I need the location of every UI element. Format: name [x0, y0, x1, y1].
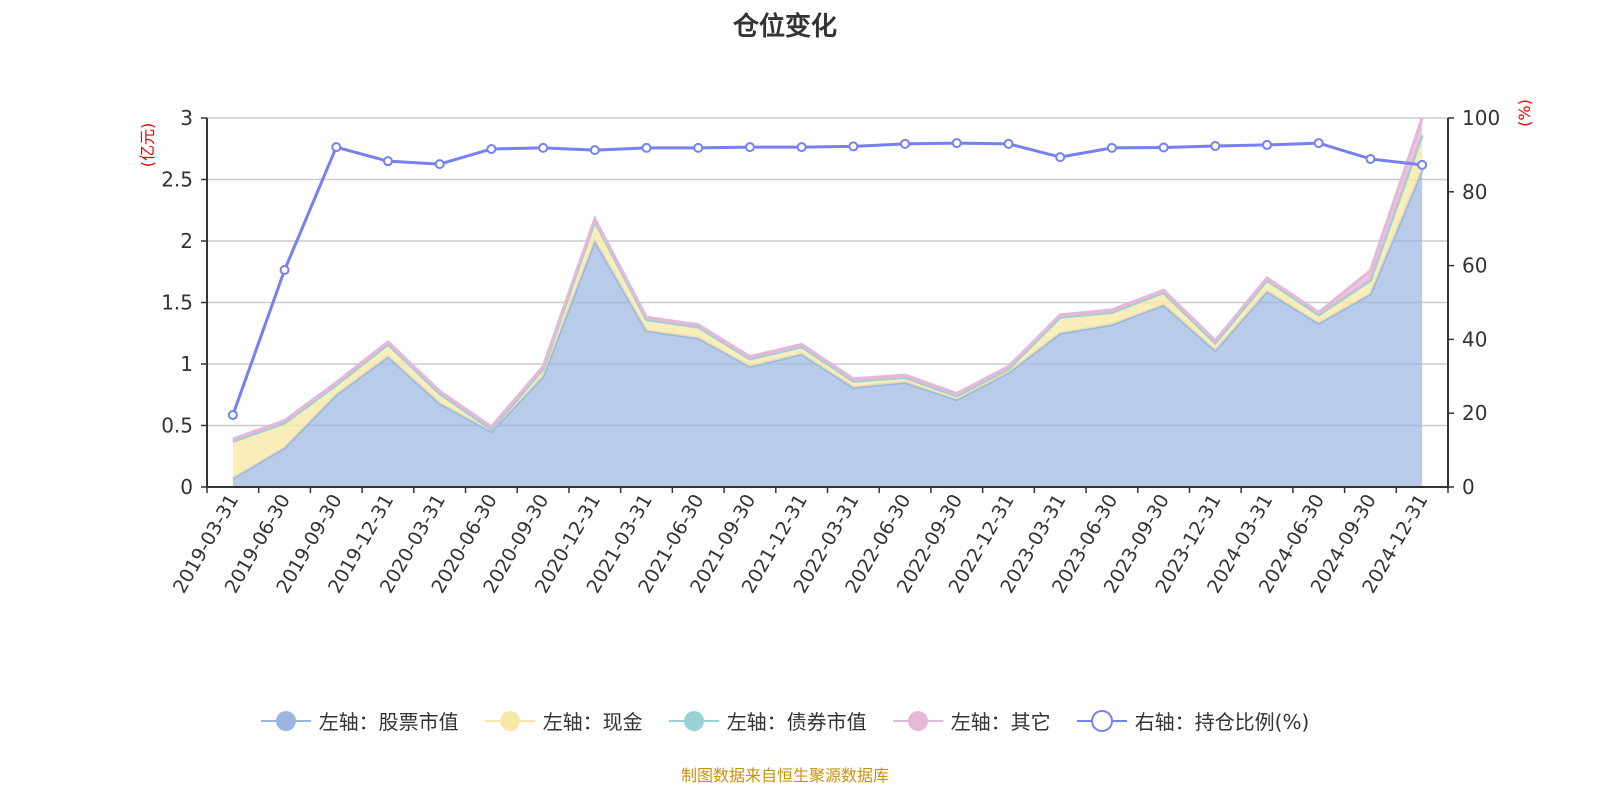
y-right-axis-label: (%)	[1515, 99, 1534, 127]
ratio-point	[434, 159, 445, 170]
footer-source: 制图数据来自恒生聚源数据库	[680, 766, 889, 785]
ratio-point	[331, 142, 342, 153]
legend-label: 右轴：持仓比例(%)	[1134, 710, 1310, 734]
legend-marker-icon	[484, 710, 535, 731]
ratio-line	[231, 141, 1423, 416]
ratio-point	[1365, 153, 1376, 164]
ratio-point	[1158, 142, 1169, 153]
ratio-point	[848, 141, 859, 152]
ratio-point	[744, 142, 755, 153]
y-right-tick-label: 100	[1462, 106, 1500, 130]
ratio-point	[486, 143, 497, 154]
y-left-tick-label: 3	[180, 106, 193, 130]
ratio-point	[279, 265, 290, 276]
chart-title: 仓位变化	[732, 12, 837, 42]
legend-item[interactable]: 左轴：股票市值	[260, 706, 459, 735]
y-left-axis-label: (亿元)	[138, 123, 157, 168]
legend-marker-icon	[668, 710, 719, 731]
legend-item[interactable]: 左轴：债券市值	[668, 706, 867, 735]
ratio-point	[538, 142, 549, 153]
ratio-point	[227, 410, 238, 421]
area-左轴：股票市值	[232, 169, 1423, 487]
y-right-tick-label: 0	[1462, 475, 1475, 499]
y-left-tick-label: 1.5	[161, 291, 193, 315]
ratio-point	[382, 156, 393, 167]
ratio-point	[1262, 139, 1273, 150]
area-line-左轴：其它	[232, 117, 1424, 441]
legend-label: 左轴：股票市值	[318, 710, 459, 734]
legend-label: 左轴：现金	[542, 710, 643, 734]
legend-item[interactable]: 右轴：持仓比例(%)	[1076, 706, 1310, 735]
ratio-point	[641, 142, 652, 153]
ratio-point	[796, 142, 807, 153]
ratio-point	[1003, 138, 1014, 149]
legend-item[interactable]: 左轴：其它	[892, 706, 1051, 735]
y-left-tick-label: 2.5	[161, 168, 193, 192]
legend-marker-icon	[1076, 709, 1127, 732]
y-right-tick-label: 20	[1462, 401, 1487, 425]
legend-label: 左轴：债券市值	[726, 710, 867, 734]
ratio-point	[1313, 138, 1324, 149]
ratio-point	[589, 145, 600, 156]
legend: 左轴：股票市值 左轴：现金 左轴：债券市值 左轴：其它 右轴：持仓比例(%)	[0, 706, 1570, 735]
legend-label: 左轴：其它	[950, 710, 1051, 734]
ratio-point	[693, 142, 704, 153]
y-right-tick-label: 80	[1462, 180, 1487, 204]
ratio-point	[900, 138, 911, 149]
y-right-tick-label: 60	[1462, 254, 1487, 278]
y-right-tick-label: 40	[1462, 327, 1487, 351]
y-left-tick-label: 0	[180, 475, 193, 499]
ratio-point	[1417, 159, 1428, 170]
legend-marker-icon	[260, 710, 311, 731]
y-left-tick-label: 2	[180, 229, 193, 253]
ratio-point	[1106, 142, 1117, 153]
ratio-point	[951, 138, 962, 149]
y-left-tick-label: 0.5	[161, 414, 193, 438]
legend-item[interactable]: 左轴：现金	[484, 706, 643, 735]
legend-marker-icon	[892, 710, 943, 731]
ratio-point	[1210, 141, 1221, 152]
y-left-tick-label: 1	[180, 352, 193, 376]
ratio-point	[1055, 152, 1066, 163]
